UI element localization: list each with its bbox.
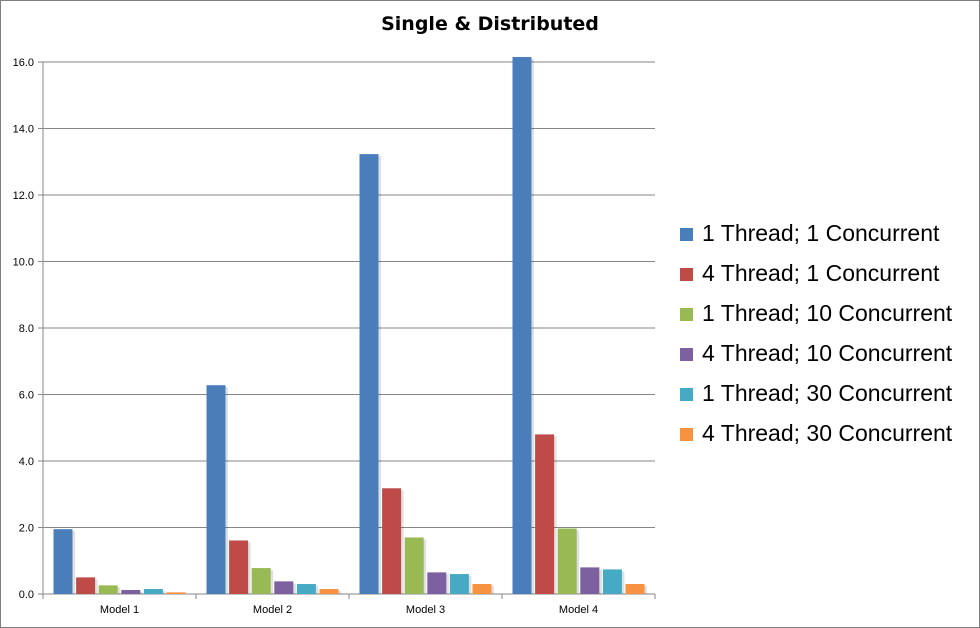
bar xyxy=(98,585,118,594)
bar xyxy=(382,488,402,594)
y-tick-label: 6.0 xyxy=(19,390,34,402)
bar xyxy=(580,567,600,594)
bar xyxy=(602,569,622,594)
x-tick-label: Model 3 xyxy=(406,604,445,616)
y-tick-label: 14.0 xyxy=(13,124,34,136)
bar xyxy=(472,584,492,594)
legend-swatch xyxy=(680,268,693,281)
legend-label: 1 Thread; 1 Concurrent xyxy=(702,220,940,246)
bar xyxy=(206,385,226,594)
bar xyxy=(274,581,294,594)
y-tick-label: 10.0 xyxy=(13,257,34,269)
y-tick-label: 4.0 xyxy=(19,456,34,468)
bar xyxy=(76,577,96,594)
bar xyxy=(319,589,339,594)
bar xyxy=(404,537,424,594)
bar xyxy=(557,528,577,594)
legend-swatch xyxy=(680,228,693,241)
legend-label: 1 Thread; 30 Concurrent xyxy=(702,380,953,406)
y-tick-label: 8.0 xyxy=(19,323,34,335)
bar xyxy=(359,154,379,595)
bar xyxy=(535,434,555,594)
legend-label: 4 Thread; 30 Concurrent xyxy=(702,420,953,446)
x-tick-label: Model 4 xyxy=(559,604,598,616)
bar xyxy=(449,574,469,594)
bar xyxy=(121,590,141,594)
legend-swatch xyxy=(680,388,693,401)
y-tick-label: 2.0 xyxy=(19,523,34,535)
bar xyxy=(166,592,186,594)
bar xyxy=(512,57,532,594)
bar xyxy=(251,568,271,594)
bar xyxy=(296,584,316,594)
y-tick-label: 0.0 xyxy=(19,589,34,601)
bar xyxy=(143,589,163,594)
legend-label: 1 Thread; 10 Concurrent xyxy=(702,300,953,326)
bar xyxy=(427,572,447,594)
legend-label: 4 Thread; 10 Concurrent xyxy=(702,340,953,366)
y-tick-label: 12.0 xyxy=(13,190,34,202)
bar xyxy=(625,584,645,594)
y-tick-label: 16.0 xyxy=(13,57,34,69)
chart-title: Single & Distributed xyxy=(381,13,599,35)
x-tick-label: Model 1 xyxy=(100,604,139,616)
legend-swatch xyxy=(680,348,693,361)
bar xyxy=(229,540,249,594)
bar xyxy=(53,529,73,594)
legend-swatch xyxy=(680,428,693,441)
x-tick-label: Model 2 xyxy=(253,604,292,616)
legend-label: 4 Thread; 1 Concurrent xyxy=(702,260,940,286)
legend-swatch xyxy=(680,308,693,321)
